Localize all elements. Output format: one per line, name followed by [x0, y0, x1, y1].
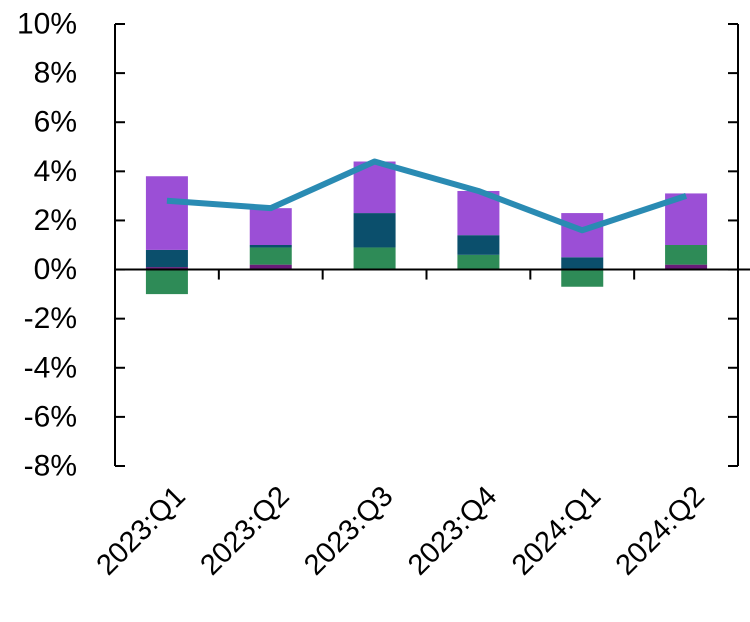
bar-segment: [665, 245, 708, 265]
y-tick-label: -4%: [24, 351, 77, 384]
bar-segment: [249, 247, 292, 265]
x-category-label: 2024:Q1: [506, 480, 607, 581]
y-axis-labels: 10% 8% 6% 4% 2% 0% -2% -4% -6% -8%: [17, 8, 77, 483]
bar-segment: [665, 264, 708, 270]
bar-segment: [145, 176, 188, 250]
y-tick-label: -2%: [24, 302, 77, 335]
bar-segment: [249, 264, 292, 270]
y-tick-label: 10%: [17, 8, 77, 41]
bar-segment: [145, 249, 188, 268]
y-tick-label: 6%: [34, 106, 77, 139]
bar-segment: [249, 208, 292, 245]
y-tick-label: 2%: [34, 204, 77, 237]
bar-segment: [145, 269, 188, 295]
bar-segment: [457, 235, 500, 255]
bar-segment: [249, 245, 292, 248]
y-tick-label: 0%: [34, 253, 77, 286]
y-tick-label: -6%: [24, 400, 77, 433]
x-axis-ticks: [217, 269, 636, 280]
bar-segment: [561, 257, 604, 270]
x-axis-labels: 2023:Q1 2023:Q2 2023:Q3 2023:Q4 2024:Q1 2024:…: [91, 480, 711, 581]
line-path: [166, 158, 688, 234]
bar-segment: [561, 269, 604, 287]
bar-segment: [353, 213, 396, 248]
x-category-label: 2023:Q2: [194, 480, 295, 581]
line-series: [166, 158, 688, 234]
y-tick-label: 4%: [34, 155, 77, 188]
bar-segment: [145, 267, 188, 270]
x-category-label: 2023:Q4: [402, 480, 503, 581]
x-category-label: 2024:Q2: [610, 480, 711, 581]
bar-segment: [561, 213, 604, 258]
y-tick-label: -8%: [24, 450, 77, 483]
y-axis-ticks: [115, 23, 738, 467]
bar-segment: [353, 247, 396, 270]
bar-segment: [457, 254, 500, 270]
x-category-label: 2023:Q1: [91, 480, 192, 581]
x-category-label: 2023:Q3: [298, 480, 399, 581]
bar-group: [145, 161, 708, 295]
y-tick-label: 8%: [34, 57, 77, 90]
